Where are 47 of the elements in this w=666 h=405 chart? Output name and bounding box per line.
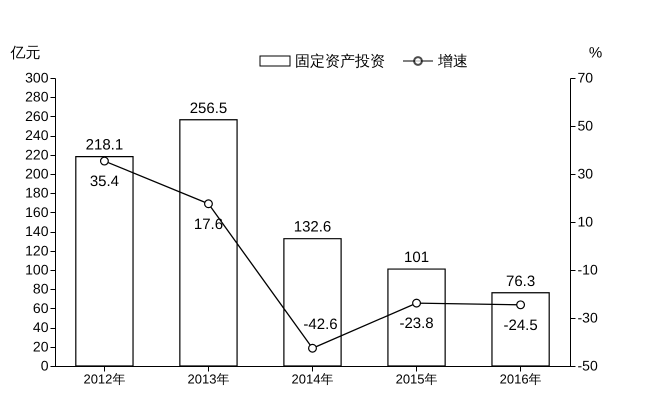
data-label: -23.8 [399, 315, 434, 332]
data-label: 218.1 [86, 136, 124, 154]
x-tick-label: 2015年 [396, 372, 438, 386]
y-tick-label: 80 [32, 280, 49, 297]
y-tick-label: 40 [32, 319, 49, 336]
y-tick-label: 200 [25, 166, 49, 182]
data-label: 132.6 [294, 218, 332, 236]
y2-tick-label: -10 [578, 262, 598, 278]
y-tick-label: 120 [25, 242, 49, 258]
y-tick-label: 60 [32, 300, 49, 316]
point [308, 344, 317, 353]
data-label: 35.4 [90, 173, 120, 190]
y-tick-label: 20 [32, 338, 49, 354]
y-tick-label: 260 [25, 108, 49, 124]
data-label: -42.6 [303, 316, 338, 334]
y-tick-label: 0 [40, 358, 49, 374]
data-label: 256.5 [190, 100, 228, 117]
y-tick-label: 280 [25, 88, 49, 105]
point [412, 298, 422, 308]
y-tick-label: 300 [25, 70, 49, 86]
y2-tick-label: 30 [578, 166, 594, 182]
y2-axis-title: % [588, 44, 602, 62]
point [100, 156, 109, 166]
y-tick-label: 180 [25, 184, 49, 201]
x-tick-label: 2016年 [500, 372, 542, 386]
legend-label: 固定资产投资 [295, 53, 385, 70]
y2-tick-label: 10 [578, 214, 594, 230]
y-tick-label: 220 [25, 146, 49, 162]
y2-tick-label: 50 [578, 118, 594, 134]
y-axis-title: 亿元 [10, 44, 40, 62]
x-tick-label: 2014年 [292, 372, 334, 386]
point [516, 300, 526, 310]
legend-label: 增速 [437, 53, 468, 70]
y2-tick-label: 70 [578, 70, 594, 86]
data-label: 101 [404, 249, 430, 266]
data-label: 17.6 [194, 216, 224, 233]
y2-tick-label: -50 [578, 358, 598, 374]
x-tick-label: 2012年 [83, 372, 126, 386]
data-label: -24.5 [503, 316, 538, 334]
y2-tick-label: -30 [578, 310, 598, 326]
y-tick-label: 240 [25, 127, 49, 144]
y-tick-label: 160 [25, 204, 49, 220]
y-tick-label: 100 [25, 262, 49, 278]
data-label: 76.3 [506, 272, 536, 290]
y-tick-label: 140 [25, 223, 49, 240]
x-tick-label: 2013年 [188, 372, 230, 386]
point [204, 199, 213, 208]
